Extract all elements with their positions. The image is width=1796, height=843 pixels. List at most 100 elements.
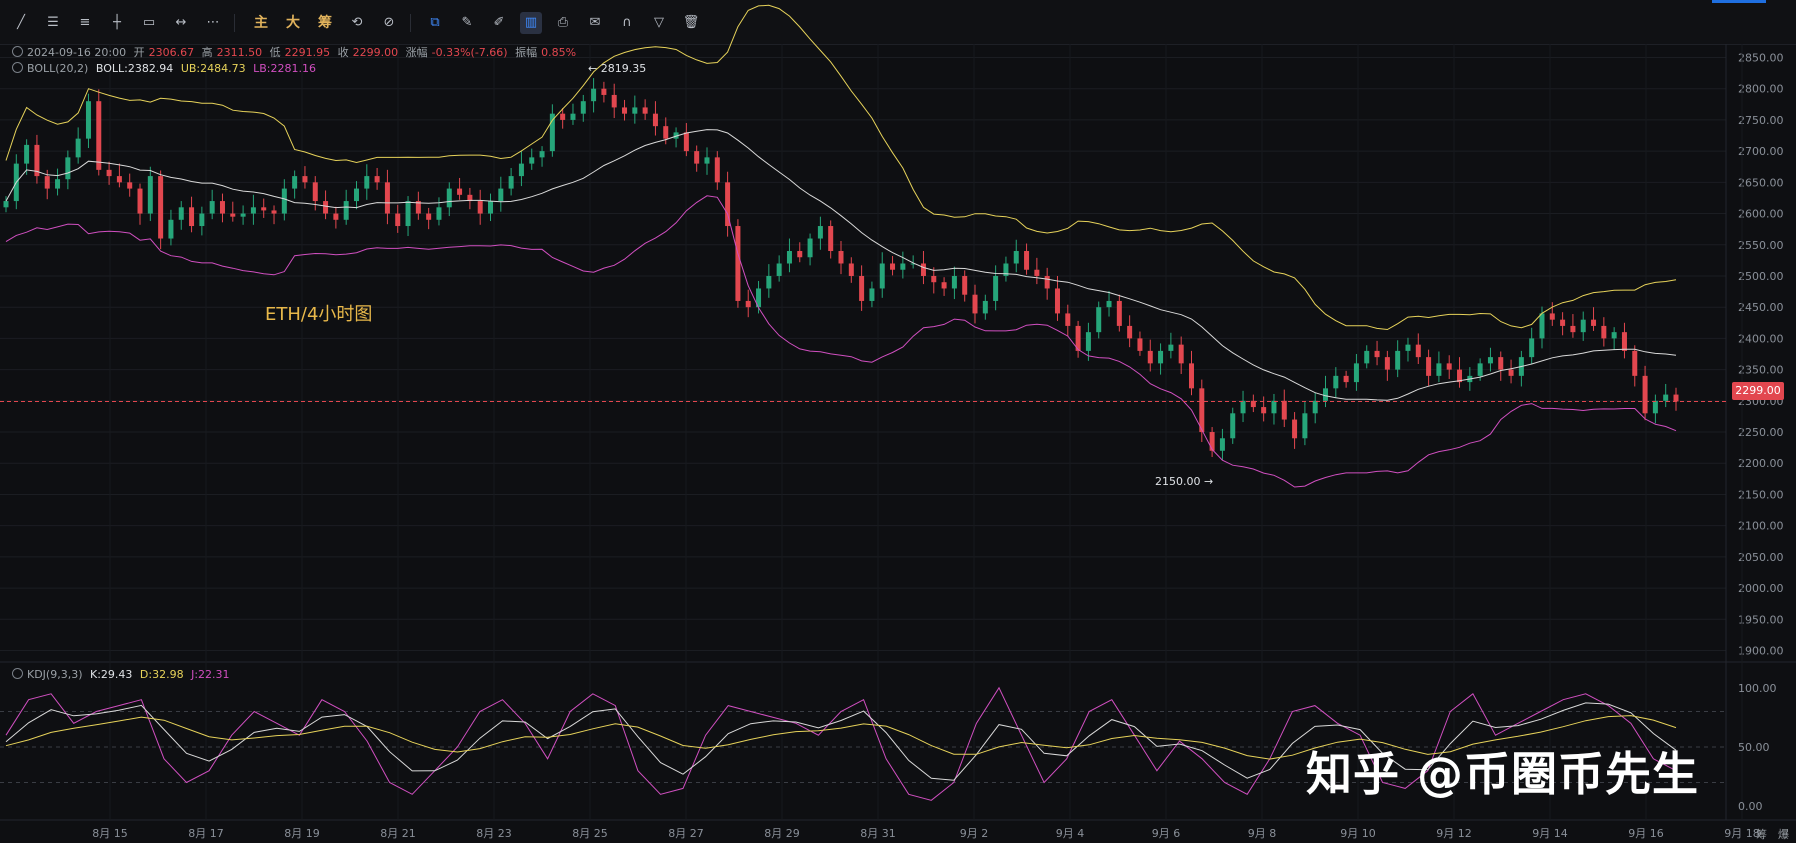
price-tick-label: 2800.00 bbox=[1738, 83, 1784, 96]
ohlc-info: 2024-09-16 20:00 开 2306.67 高 2311.50 低 2291… bbox=[12, 44, 580, 60]
parallel-lines-icon[interactable]: ☰ bbox=[47, 15, 59, 30]
candle-body bbox=[1477, 363, 1483, 376]
screenshot-icon[interactable]: ⎙ bbox=[557, 15, 569, 30]
candle-body bbox=[1106, 300, 1112, 308]
candle-body bbox=[1446, 363, 1452, 370]
candle-body bbox=[1405, 344, 1411, 351]
replay-icon[interactable]: ⟲ bbox=[351, 15, 363, 30]
candle-body bbox=[786, 251, 792, 264]
candle-body bbox=[807, 238, 813, 258]
rectangle-icon[interactable]: ▭ bbox=[142, 15, 156, 30]
kdj-name[interactable]: KDJ(9,3,3) bbox=[27, 668, 83, 681]
candle-body bbox=[168, 219, 174, 239]
candle-body bbox=[931, 275, 937, 283]
chart-annotation: ETH/4小时图 bbox=[265, 304, 373, 325]
time-tick-label: 9月 4 bbox=[1056, 827, 1085, 840]
candle-body bbox=[518, 163, 524, 177]
candle-body bbox=[199, 213, 205, 227]
candle-body bbox=[508, 176, 514, 189]
candle-body bbox=[281, 188, 287, 214]
trash-icon[interactable]: 🗑 bbox=[682, 15, 700, 30]
candle-body bbox=[776, 263, 782, 276]
price-range-icon[interactable]: ↔ bbox=[175, 15, 187, 30]
horizontal-lines-icon[interactable]: ≡ bbox=[79, 15, 91, 30]
candle-body bbox=[652, 113, 658, 127]
candle-body bbox=[1137, 338, 1143, 351]
price-tick-label: 2150.00 bbox=[1738, 488, 1784, 501]
close-value: 2299.00 bbox=[352, 46, 399, 59]
candle-body bbox=[292, 176, 298, 189]
time-tick-label: 9月 10 bbox=[1340, 827, 1376, 840]
magnet-icon[interactable]: ∩ bbox=[622, 15, 632, 30]
boll-name[interactable]: BOLL(20,2) bbox=[27, 62, 89, 75]
candle-body bbox=[85, 101, 91, 139]
candle-body bbox=[1127, 325, 1133, 339]
high-value: 2311.50 bbox=[216, 46, 263, 59]
candle-body bbox=[261, 207, 267, 211]
candle-body bbox=[1642, 375, 1648, 414]
note-icon[interactable]: ✉ bbox=[589, 15, 601, 30]
price-tick-label: 2750.00 bbox=[1738, 114, 1784, 127]
candle-body bbox=[797, 251, 803, 258]
candle-body bbox=[1075, 325, 1081, 351]
candle-mode-icon[interactable]: ▥ bbox=[520, 12, 542, 34]
chips-button[interactable]: 筹 bbox=[1756, 828, 1767, 841]
candle-body bbox=[735, 226, 741, 301]
time-tick-label: 9月 12 bbox=[1436, 827, 1472, 840]
kdj-visibility-icon[interactable] bbox=[12, 668, 23, 679]
candle-body bbox=[384, 182, 390, 214]
candle-body bbox=[106, 169, 112, 177]
candle-body bbox=[1034, 269, 1040, 276]
price-tick-label: 2500.00 bbox=[1738, 270, 1784, 283]
candle-body bbox=[1261, 407, 1267, 414]
candle-body bbox=[343, 201, 349, 220]
no-draw-icon[interactable]: ⊘ bbox=[383, 15, 395, 30]
top-right-button[interactable] bbox=[1712, 0, 1766, 3]
brush-icon[interactable]: ✐ bbox=[493, 15, 505, 30]
candle-body bbox=[642, 107, 648, 114]
candle-body bbox=[1003, 263, 1009, 276]
liquidation-button[interactable]: 爆 bbox=[1778, 828, 1789, 841]
candle-body bbox=[982, 300, 988, 314]
ruler-icon[interactable]: ✎ bbox=[461, 15, 473, 30]
candle-body bbox=[1302, 413, 1308, 439]
candle-body bbox=[1487, 357, 1493, 364]
time-tick-label: 9月 16 bbox=[1628, 827, 1664, 840]
time-tick-label: 9月 14 bbox=[1532, 827, 1568, 840]
candle-body bbox=[1621, 332, 1627, 351]
trend-line-icon[interactable]: ╱ bbox=[17, 15, 25, 30]
kdj-k-line bbox=[5, 702, 1677, 781]
boll-visibility-icon[interactable] bbox=[12, 62, 23, 73]
price-tick-label: 2350.00 bbox=[1738, 364, 1784, 377]
main-indicator-button[interactable]: 主 bbox=[254, 15, 268, 31]
candle-body bbox=[147, 176, 153, 214]
price-tick-label: 2450.00 bbox=[1738, 301, 1784, 314]
copy-icon[interactable]: ⧉ bbox=[430, 15, 440, 30]
boll-mid: BOLL:2382.94 bbox=[95, 62, 174, 75]
chips-indicator-button[interactable]: 筹 bbox=[318, 15, 332, 31]
horizontal-ray-icon[interactable]: ┼ bbox=[113, 15, 121, 30]
candle-body bbox=[1209, 432, 1215, 451]
kdj-tick-label: 100.00 bbox=[1738, 682, 1777, 695]
candle-body bbox=[539, 151, 545, 158]
big-indicator-button[interactable]: 大 bbox=[286, 15, 300, 31]
candle-body bbox=[65, 157, 71, 180]
filter-icon[interactable]: ▽ bbox=[654, 15, 664, 30]
candle-body bbox=[1158, 350, 1164, 364]
candle-body bbox=[745, 300, 751, 308]
time-tick-label: 9月 2 bbox=[960, 827, 989, 840]
candle-body bbox=[158, 176, 164, 239]
candle-body bbox=[446, 188, 452, 208]
more-icon[interactable]: ⋯ bbox=[206, 15, 220, 30]
price-tick-label: 2400.00 bbox=[1738, 332, 1784, 345]
candle-body bbox=[1560, 319, 1566, 326]
candle-body bbox=[869, 288, 875, 301]
candle-body bbox=[920, 263, 926, 276]
visibility-icon[interactable] bbox=[12, 46, 23, 57]
drawing-toolbar: ╱ ☰ ≡ ┼ ▭ ↔ ⋯ 主 大 筹 ⟲ ⊘ ⧉ ✎ ✐ ▥ ⎙ ✉ ∩ ▽ … bbox=[0, 0, 1796, 45]
candle-body bbox=[910, 263, 916, 265]
low-marker: 2150.00 → bbox=[1155, 475, 1214, 488]
candle-body bbox=[704, 157, 710, 164]
candle-body bbox=[1044, 275, 1050, 289]
